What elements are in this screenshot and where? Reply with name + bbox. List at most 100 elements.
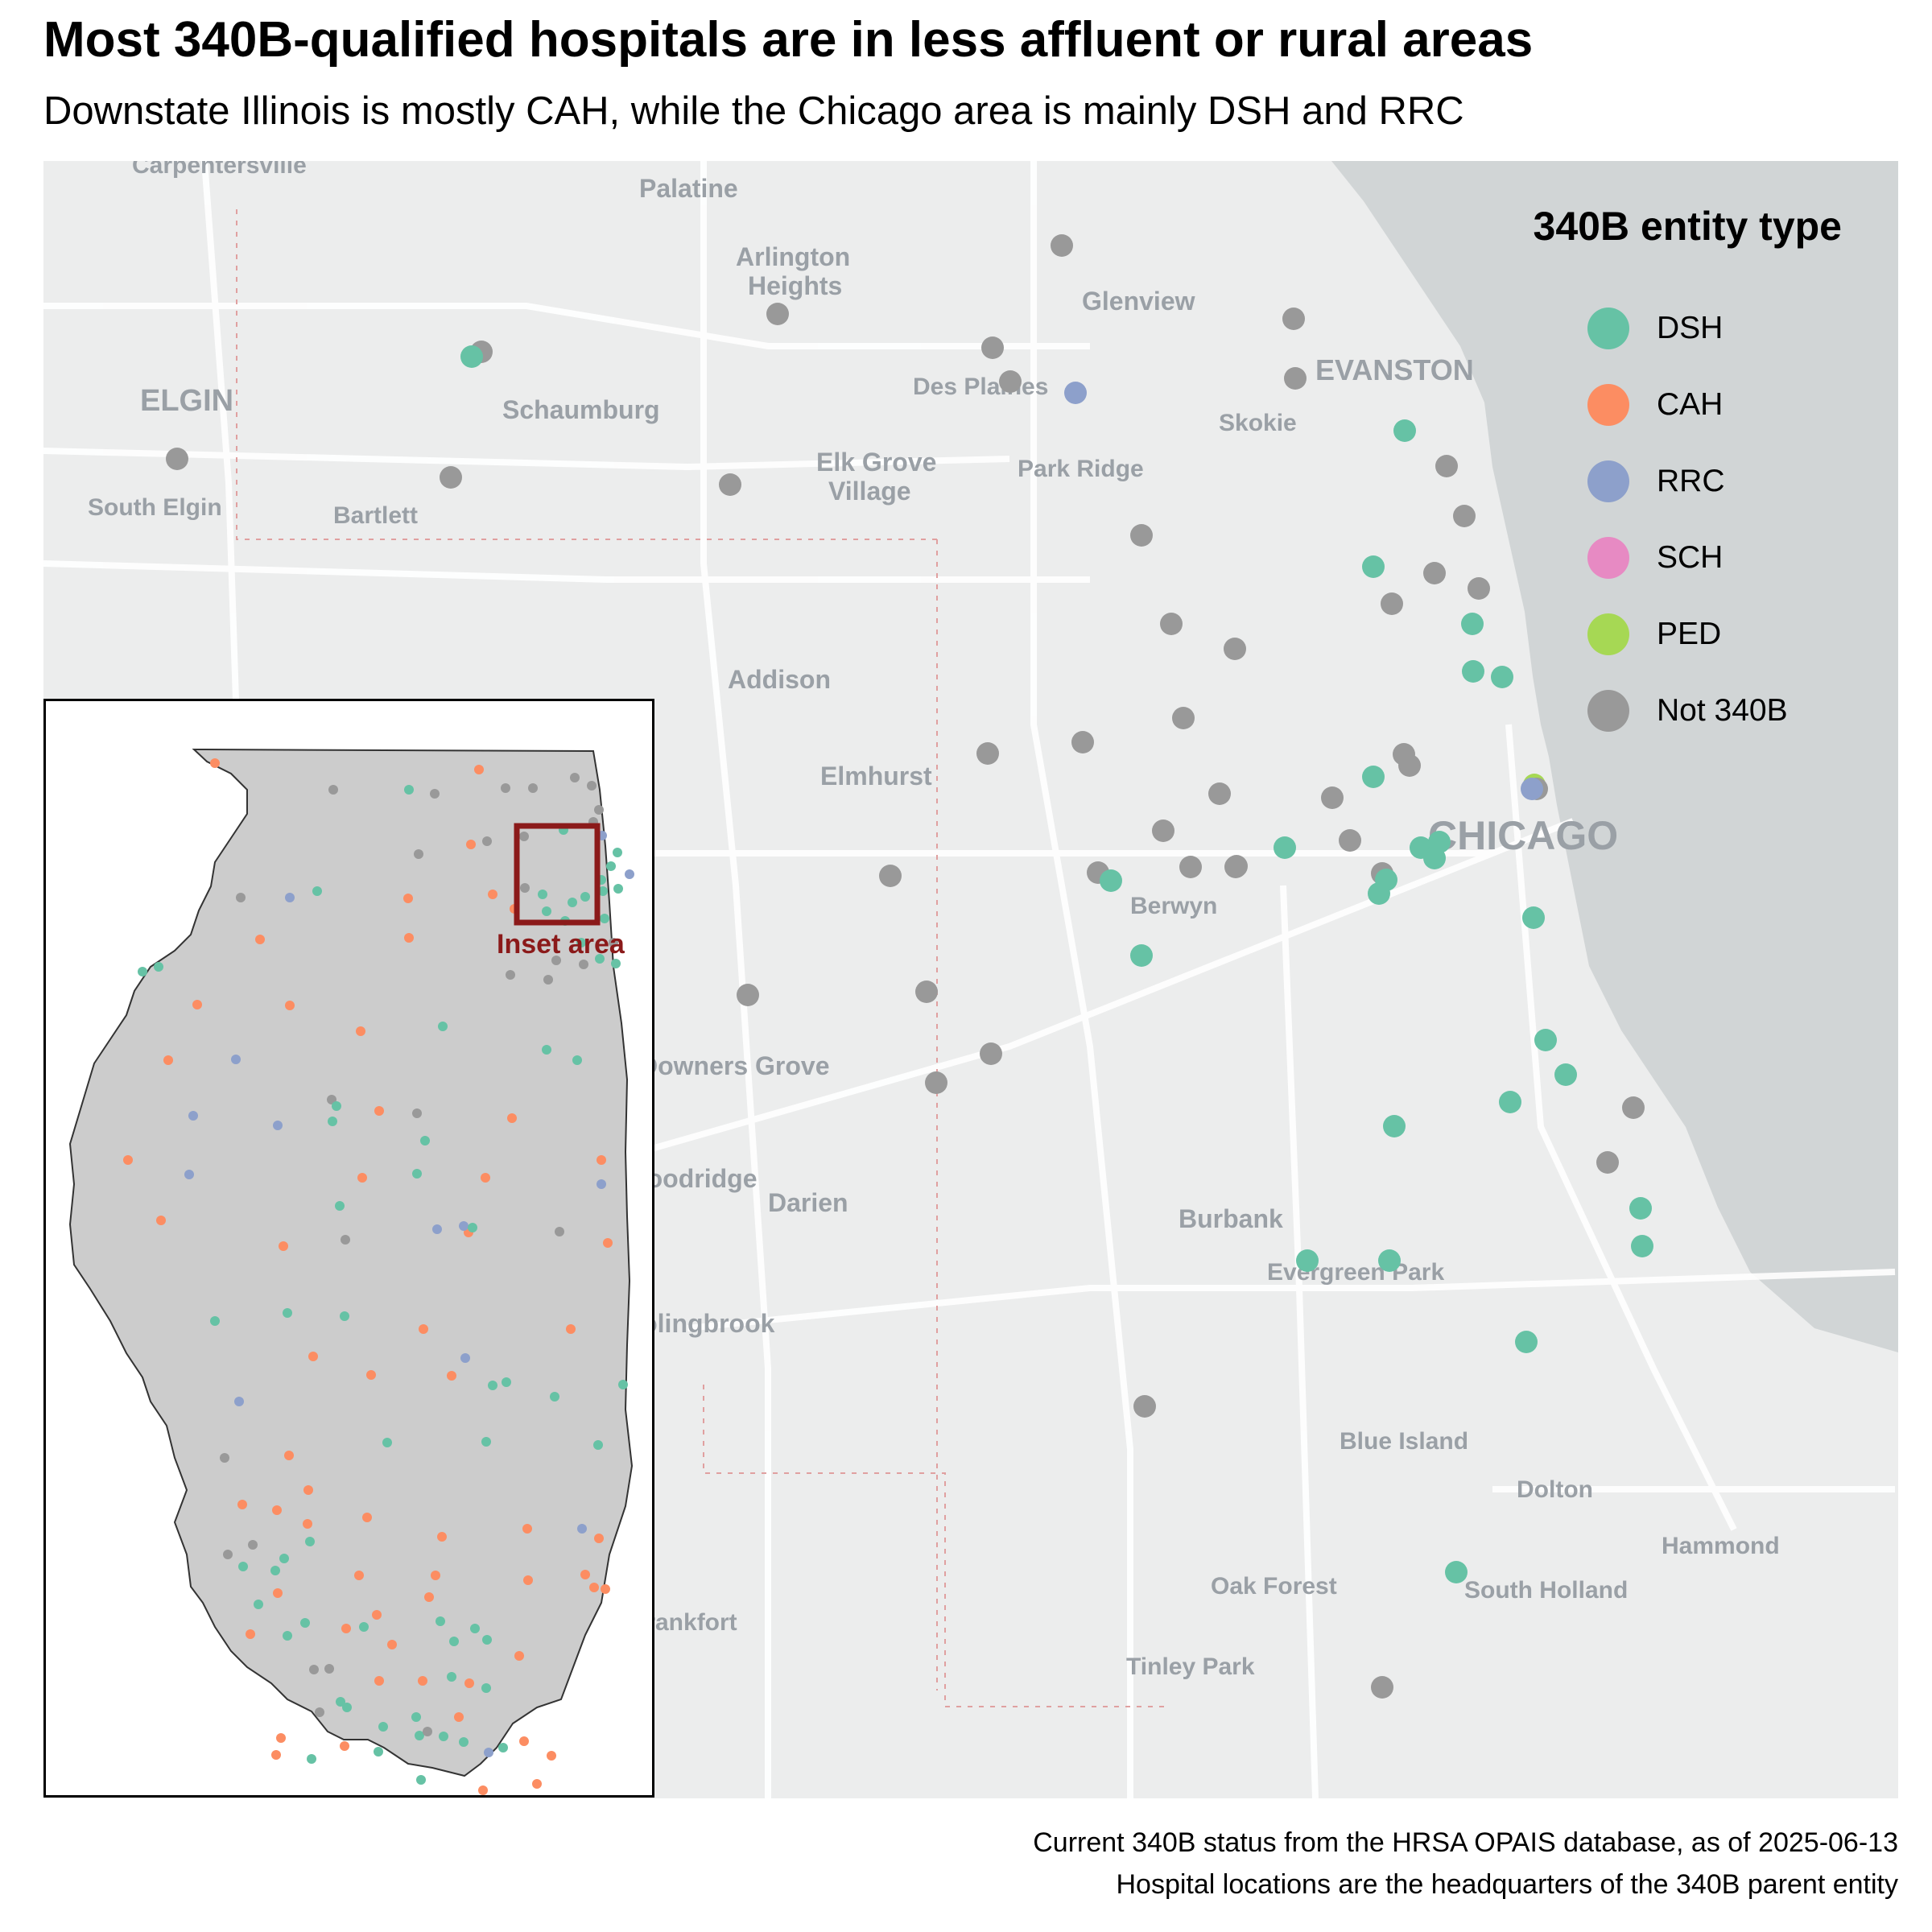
hospital-point <box>1296 1249 1319 1272</box>
map-place-label: Darien <box>768 1188 848 1217</box>
hospital-point <box>1064 382 1087 404</box>
inset-hospital-point <box>424 1592 434 1602</box>
inset-hospital-point <box>576 938 586 947</box>
inset-hospital-point <box>449 1637 459 1646</box>
inset-hospital-point <box>357 1173 367 1183</box>
map-place-label: Heights <box>748 271 842 300</box>
inset-hospital-point <box>192 1000 202 1009</box>
inset-hospital-point <box>188 1111 198 1121</box>
map-place-label: South Holland <box>1464 1577 1628 1604</box>
map-place-label: Berwyn <box>1130 893 1217 919</box>
inset-hospital-point <box>123 1155 133 1165</box>
hospital-point <box>1629 1197 1652 1220</box>
inset-hospital-point <box>419 1324 428 1334</box>
hospital-point <box>1339 829 1361 852</box>
hospital-point <box>1274 836 1296 859</box>
inset-hospital-point <box>551 956 561 965</box>
inset-hospital-point <box>255 935 265 944</box>
inset-hospital-point <box>382 1438 392 1447</box>
hospital-point <box>719 473 741 496</box>
hospital-point <box>440 466 462 489</box>
inset-hospital-point <box>378 1722 388 1732</box>
caption-line-2: Hospital locations are the headquarters … <box>1116 1869 1898 1900</box>
inset-hospital-point <box>303 1485 313 1495</box>
inset-hospital-point <box>502 1377 511 1387</box>
inset-hospital-point <box>300 1618 310 1628</box>
inset-hospital-point <box>328 785 338 795</box>
hospital-point <box>1225 855 1248 877</box>
hospital-point <box>1224 638 1246 660</box>
caption-line-1: Current 340B status from the HRSA OPAIS … <box>1033 1827 1898 1858</box>
map-place-label: Glenview <box>1082 287 1195 316</box>
inset-hospital-point <box>418 1676 427 1686</box>
inset-hospital-point <box>439 1732 448 1741</box>
inset-hospital-point <box>234 1397 244 1406</box>
inset-hospital-point <box>613 884 623 894</box>
hospital-point <box>1051 234 1073 257</box>
inset-hospital-point <box>328 1117 337 1126</box>
inset-hospital-point <box>466 840 476 849</box>
inset-hospital-point <box>474 765 484 774</box>
legend-swatch <box>1587 613 1629 655</box>
inset-hospital-point <box>568 898 577 907</box>
hospital-point <box>1133 1395 1156 1418</box>
inset-hospital-point <box>566 1324 576 1334</box>
inset-hospital-point <box>156 1216 166 1225</box>
hospital-point <box>1130 944 1153 967</box>
inset-hospital-point <box>309 1665 319 1674</box>
inset-hospital-point <box>270 1566 280 1575</box>
legend-item: CAH <box>1587 366 1842 443</box>
inset-hospital-point <box>580 1570 590 1579</box>
hospital-point <box>1398 754 1421 777</box>
inset-hospital-point <box>595 954 605 964</box>
inset-hospital-point <box>593 1440 603 1450</box>
inset-hospital-point <box>598 886 608 896</box>
inset-hospital-point <box>210 758 220 768</box>
inset-hospital-point <box>555 1227 564 1236</box>
inset-hospital-point <box>341 1235 350 1245</box>
inset-hospital-point <box>550 1392 559 1402</box>
inset-hospital-point <box>283 1308 292 1318</box>
map-place-label: Park Ridge <box>1018 456 1144 482</box>
inset-hospital-point <box>411 1712 421 1722</box>
inset-hospital-point <box>276 1733 286 1743</box>
hospital-point <box>1622 1096 1645 1119</box>
legend-items: DSH CAH RRC SCH PED Not 340B <box>1463 290 1842 749</box>
hospital-point <box>460 345 483 368</box>
inset-hospital-point <box>459 1737 469 1747</box>
legend-swatch <box>1587 460 1629 502</box>
inset-hospital-point <box>335 1201 345 1211</box>
inset-hospital-point <box>611 959 621 968</box>
inset-hospital-point <box>447 1371 456 1381</box>
inset-hospital-point <box>523 1575 533 1585</box>
inset-hospital-point <box>547 1751 556 1761</box>
map-place-label: Hammond <box>1662 1533 1780 1559</box>
hospital-point <box>1521 778 1543 800</box>
hospital-point <box>1378 1249 1401 1272</box>
inset-hospital-point <box>285 893 295 902</box>
inset-hospital-point <box>464 1678 474 1688</box>
inset-hospital-point <box>507 1113 517 1123</box>
inset-hospital-point <box>414 849 423 859</box>
inset-hospital-point <box>488 1381 497 1390</box>
hospital-point <box>1491 666 1513 688</box>
inset-hospital-point <box>589 1583 599 1592</box>
inset-hospital-point <box>272 1505 282 1515</box>
hospital-point <box>925 1071 947 1094</box>
inset-hospital-point <box>356 1026 365 1036</box>
inset-hospital-point <box>498 1743 508 1752</box>
hospital-point <box>1284 367 1307 390</box>
hospital-point <box>1462 660 1484 683</box>
hospital-point <box>766 303 789 325</box>
inset-hospital-point <box>210 1316 220 1326</box>
hospital-point <box>1362 766 1385 788</box>
inset-hospital-point <box>594 1534 604 1543</box>
inset-hospital-point <box>332 1101 341 1111</box>
inset-hospital-point <box>572 1055 582 1065</box>
inset-hospital-point <box>324 1664 334 1674</box>
inset-hospital-point <box>284 1451 294 1460</box>
hospital-point <box>1100 869 1122 892</box>
hospital-point <box>737 984 759 1006</box>
inset-hospital-point <box>594 805 604 815</box>
legend-item: DSH <box>1587 290 1842 366</box>
